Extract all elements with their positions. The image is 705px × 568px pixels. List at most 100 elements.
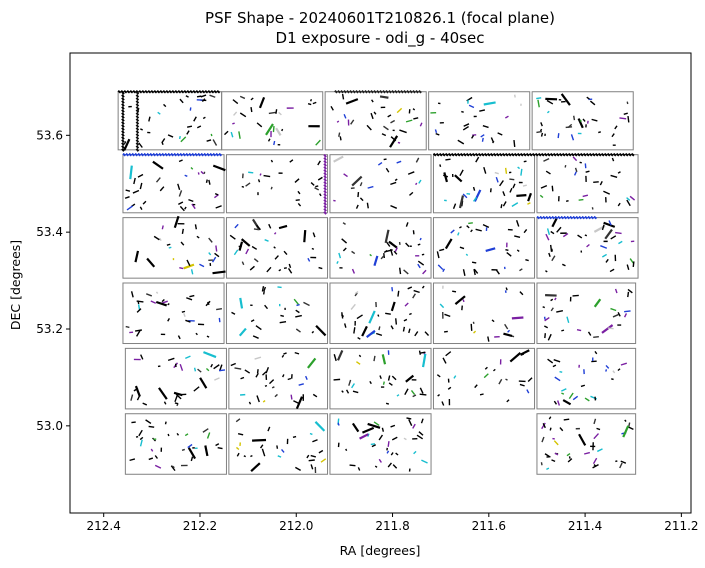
psf-whisker	[418, 89, 422, 94]
psf-whisker	[553, 358, 561, 363]
psf-whisker	[275, 127, 282, 136]
psf-whisker	[517, 166, 521, 170]
ccd-outline	[122, 154, 225, 214]
psf-whisker	[177, 335, 181, 340]
psf-whisker	[233, 249, 239, 256]
psf-whisker	[554, 452, 559, 456]
psf-whisker	[444, 238, 453, 250]
psf-whisker	[344, 323, 347, 328]
psf-whisker	[546, 228, 551, 236]
psf-whisker	[348, 379, 352, 386]
psf-whisker	[194, 152, 199, 157]
ccd-outline	[122, 217, 225, 279]
psf-whisker	[624, 419, 627, 422]
psf-whisker	[121, 109, 125, 113]
psf-whisker	[395, 318, 398, 325]
psf-whisker	[471, 134, 475, 139]
psf-whisker	[135, 103, 140, 107]
psf-whisker	[611, 378, 614, 381]
psf-whisker	[465, 152, 470, 157]
psf-whisker	[163, 401, 167, 405]
psf-whisker	[540, 152, 545, 157]
psf-whisker	[605, 364, 610, 369]
psf-whisker	[554, 376, 561, 382]
psf-whisker	[233, 111, 238, 116]
y-axis-label: DEC [degrees]	[8, 240, 23, 330]
psf-whisker	[214, 377, 220, 381]
psf-whisker	[413, 289, 420, 294]
psf-whisker	[591, 118, 598, 122]
psf-whisker	[318, 449, 324, 454]
psf-whisker	[209, 94, 216, 98]
ccd-outline	[225, 154, 329, 214]
psf-whisker	[504, 115, 509, 119]
psf-whisker	[281, 128, 284, 132]
psf-whisker	[368, 310, 376, 324]
x-tick-label: 211.2	[664, 519, 698, 533]
psf-whisker	[566, 215, 571, 220]
psf-whisker	[194, 224, 198, 230]
psf-whisker	[140, 152, 145, 157]
psf-whisker	[323, 169, 327, 173]
psf-whisker	[378, 458, 382, 463]
psf-whisker	[170, 152, 175, 157]
psf-whisker	[387, 441, 390, 447]
psf-whisker	[606, 152, 611, 157]
psf-whisker	[170, 465, 176, 472]
psf-whisker	[137, 300, 140, 305]
psf-whisker	[599, 180, 603, 186]
psf-whisker	[420, 351, 426, 354]
psf-whisker	[295, 328, 301, 333]
psf-whisker	[340, 314, 345, 318]
psf-whisker	[140, 128, 143, 131]
psf-whisker	[585, 170, 590, 173]
psf-whisker	[239, 95, 246, 100]
psf-whisker	[184, 433, 189, 437]
psf-whisker	[250, 97, 254, 101]
psf-whisker	[545, 233, 550, 241]
psf-whisker	[158, 152, 163, 157]
ccd-outline	[432, 217, 536, 279]
psf-whisker	[280, 314, 285, 318]
psf-whisker	[289, 159, 294, 163]
psf-whisker	[164, 152, 169, 157]
psf-whisker	[374, 465, 378, 468]
psf-whisker	[261, 448, 266, 457]
psf-whisker	[436, 374, 441, 378]
psf-whisker	[131, 152, 136, 157]
psf-whisker	[261, 286, 265, 292]
psf-whisker	[573, 115, 576, 121]
ccd-outline	[124, 413, 227, 475]
psf-whisker	[539, 128, 543, 132]
psf-whisker	[230, 131, 234, 138]
psf-whisker	[452, 203, 457, 209]
psf-whisker	[270, 159, 274, 163]
psf-whisker	[422, 269, 427, 275]
psf-whisker	[550, 230, 555, 235]
psf-whisker	[585, 152, 590, 157]
psf-whisker	[447, 386, 452, 390]
psf-whisker	[516, 194, 527, 197]
psf-whisker	[370, 89, 374, 94]
psf-whisker	[297, 190, 301, 195]
psf-whisker	[273, 140, 276, 146]
psf-whisker	[543, 158, 550, 162]
psf-whisker	[341, 390, 344, 393]
psf-whisker	[354, 292, 358, 297]
psf-whisker	[180, 136, 187, 143]
psf-whisker	[593, 298, 602, 308]
psf-whisker	[317, 160, 321, 166]
psf-whisker	[333, 155, 344, 163]
y-tick-label: 53.6	[36, 128, 63, 142]
psf-whisker	[486, 152, 491, 157]
psf-whisker	[609, 152, 614, 157]
psf-whisker	[560, 215, 565, 220]
psf-whisker	[267, 426, 271, 432]
psf-whisker	[162, 89, 167, 94]
psf-whisker	[418, 431, 424, 436]
psf-whisker	[492, 152, 497, 157]
psf-whisker	[312, 232, 316, 238]
psf-whisker	[383, 158, 387, 161]
psf-whisker	[179, 363, 184, 371]
